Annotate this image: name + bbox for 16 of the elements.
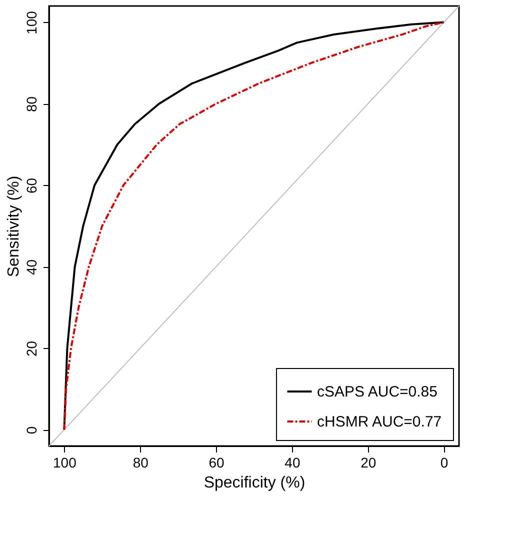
x-tick-label: 100 xyxy=(53,454,77,470)
y-tick-label: 20 xyxy=(24,340,40,357)
y-tick-label: 80 xyxy=(24,96,40,112)
y-tick-label: 40 xyxy=(24,259,40,276)
x-tick-label: 80 xyxy=(132,454,149,470)
x-tick-label: 0 xyxy=(440,454,448,470)
x-axis-title: Specificity (%) xyxy=(204,474,306,492)
x-tick-label: 40 xyxy=(284,454,300,470)
x-tick-label: 60 xyxy=(208,454,225,470)
legend-label: cSAPS AUC=0.85 xyxy=(317,384,438,400)
y-tick-label: 0 xyxy=(24,426,40,434)
y-tick-label: 60 xyxy=(24,178,40,194)
x-tick-label: 20 xyxy=(360,454,376,470)
y-axis-title: Sensitivity (%) xyxy=(6,176,22,278)
legend-label: cHSMR AUC=0.77 xyxy=(317,414,442,430)
y-tick-label: 100 xyxy=(24,10,40,34)
